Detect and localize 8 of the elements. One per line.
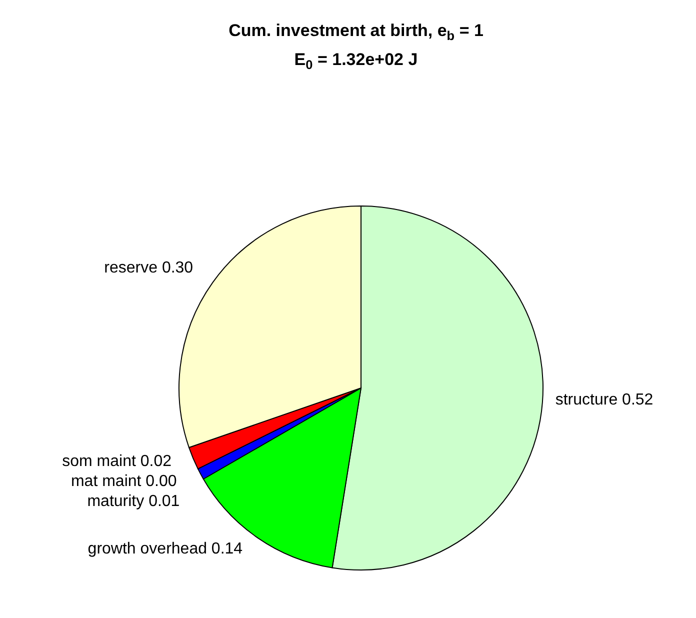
chart-subtitle: E$_{0}$ = 1.32e+02 J xyxy=(294,50,418,72)
chart-title: Cum. investment at birth, e$_{b}$ = 1 xyxy=(228,21,484,43)
category-label: mat maint 0.00 xyxy=(70,472,177,490)
slice-label: reserve 0.30 xyxy=(104,260,194,277)
slice-label: structure 0.52 xyxy=(555,391,654,408)
slice-label: growth overhead 0.14 xyxy=(88,540,243,558)
slice-label: maturity 0.01 xyxy=(87,492,180,510)
slice-label: som maint 0.02 xyxy=(62,452,172,470)
